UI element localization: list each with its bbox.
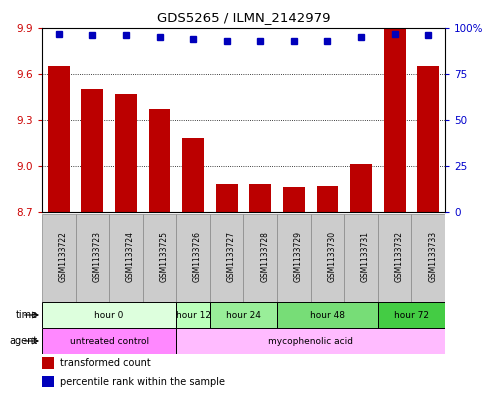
Text: GSM1133728: GSM1133728 [260,231,270,282]
Bar [115,94,137,212]
Bar [42,358,54,369]
Text: GSM1133731: GSM1133731 [361,231,370,282]
Text: GSM1133727: GSM1133727 [227,231,236,282]
Bar [277,214,311,302]
Bar [82,89,103,212]
Bar [316,186,339,212]
Text: hour 0: hour 0 [95,310,124,320]
Text: GSM1133722: GSM1133722 [59,231,68,282]
Text: untreated control: untreated control [70,336,149,345]
Bar [417,66,439,212]
Bar [42,302,176,328]
Bar [176,302,210,328]
Bar [143,214,176,302]
Bar [384,28,406,212]
Bar [149,109,170,212]
Bar [176,328,445,354]
Text: GSM1133725: GSM1133725 [159,231,169,282]
Text: GSM1133733: GSM1133733 [428,231,437,282]
Text: percentile rank within the sample: percentile rank within the sample [60,376,225,387]
Bar [75,214,109,302]
Title: GDS5265 / ILMN_2142979: GDS5265 / ILMN_2142979 [157,11,330,24]
Text: GSM1133730: GSM1133730 [327,231,337,282]
Text: hour 24: hour 24 [226,310,261,320]
Text: time: time [16,310,38,320]
Text: GSM1133729: GSM1133729 [294,231,303,282]
Bar [210,214,243,302]
Bar [412,214,445,302]
Text: GSM1133723: GSM1133723 [92,231,101,282]
Text: mycophenolic acid: mycophenolic acid [268,336,353,345]
Bar [378,302,445,328]
Bar [210,302,277,328]
Text: hour 12: hour 12 [176,310,211,320]
Bar [42,214,75,302]
Text: transformed count: transformed count [60,358,151,368]
Bar [42,376,54,387]
Bar [42,328,176,354]
Bar [311,214,344,302]
Text: GSM1133724: GSM1133724 [126,231,135,282]
Text: hour 48: hour 48 [310,310,345,320]
Bar [283,187,305,212]
Bar [350,164,372,212]
Text: GSM1133732: GSM1133732 [395,231,404,282]
Bar [378,214,412,302]
Bar [182,138,204,212]
Bar [48,66,70,212]
Text: GSM1133726: GSM1133726 [193,231,202,282]
Bar [344,214,378,302]
Bar [249,184,271,212]
Bar [109,214,143,302]
Text: hour 72: hour 72 [394,310,429,320]
Bar [277,302,378,328]
Bar [216,184,238,212]
Bar [243,214,277,302]
Bar [176,214,210,302]
Text: agent: agent [10,336,38,346]
